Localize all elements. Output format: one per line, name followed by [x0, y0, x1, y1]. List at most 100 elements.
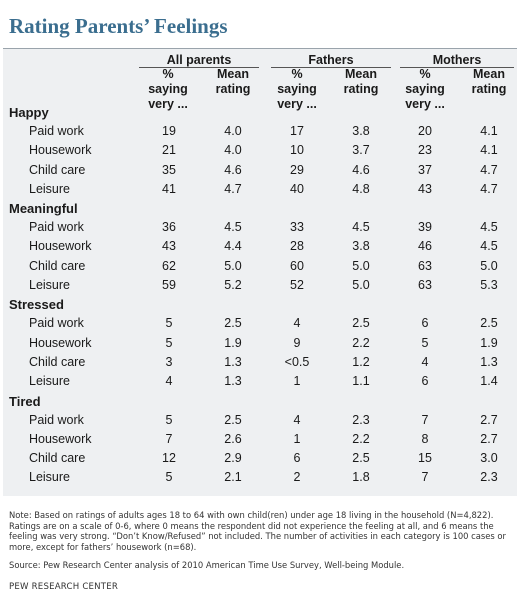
table-cell: 3.7: [352, 143, 370, 158]
table-row: Housework 43 4.4 28 3.8 46 4.5: [3, 237, 517, 256]
row-label: Paid work: [29, 124, 84, 138]
group-underline-mothers: [400, 67, 514, 68]
table-row: Leisure 4 1.3 1 1.1 6 1.4: [3, 372, 517, 391]
table-cell: 21: [162, 143, 176, 158]
table-cell: 3.8: [352, 124, 370, 138]
table-row: Paid work 36 4.5 33 4.5 39 4.5: [3, 218, 517, 237]
subheader-fathers-pct: % saying very ...: [277, 67, 317, 111]
table-cell: 2.7: [480, 412, 498, 427]
table-cell: 7: [421, 412, 429, 427]
section-heading: Meaningful: [9, 201, 78, 217]
table-cell: 1: [293, 431, 301, 446]
subheader-all-pct: % saying very ...: [148, 67, 188, 111]
table-cell: 4.1: [480, 124, 498, 138]
table-row: Paid work 5 2.5 4 2.5 6 2.5: [3, 314, 517, 333]
table-cell: 1.3: [224, 374, 242, 389]
row-label: Housework: [29, 335, 92, 350]
table-cell: 5: [421, 335, 429, 350]
subheader-mothers-pct: % saying very ...: [405, 67, 445, 111]
table-cell: 41: [162, 181, 176, 196]
table-cell: 36: [162, 220, 176, 235]
table-cell: 5: [165, 335, 173, 350]
table-cell: 2.5: [224, 412, 242, 427]
table-row: Paid work 19 4.0 17 3.8 20 4.1: [3, 122, 517, 141]
group-header-mothers: Mothers: [432, 53, 482, 67]
table-cell: 4.1: [480, 143, 498, 158]
table-cell: 23: [418, 143, 432, 158]
section-heading: Stressed: [9, 297, 64, 313]
table-cell: 3.8: [352, 239, 370, 254]
table-cell: 4: [293, 412, 301, 427]
table-cell: 5.2: [224, 278, 242, 293]
footer-credit: PEW RESEARCH CENTER: [9, 582, 119, 592]
subheader-fathers-mean: Mean rating: [343, 67, 379, 96]
table-cell: 59: [162, 278, 176, 293]
group-header-fathers: Fathers: [308, 53, 354, 67]
table-cell: 4: [165, 374, 173, 389]
row-label: Leisure: [29, 374, 70, 389]
page-title: Rating Parents’ Feelings: [9, 14, 228, 38]
table-cell: 63: [418, 258, 432, 273]
table-cell: 46: [418, 239, 432, 254]
table-cell: 4.4: [224, 239, 242, 254]
table-row: Child care 12 2.9 6 2.5 15 3.0: [3, 449, 517, 468]
table-cell: 7: [165, 431, 173, 446]
section-heading: Tired: [9, 393, 41, 409]
table-cell: 6: [421, 374, 429, 389]
row-label: Child care: [29, 162, 86, 177]
table-cell: 5.0: [352, 258, 370, 273]
table-cell: 37: [418, 162, 432, 177]
table-cell: 19: [162, 124, 176, 138]
group-header-all-parents: All parents: [166, 53, 232, 67]
table-cell: 17: [290, 124, 304, 138]
row-label: Paid work: [29, 316, 84, 331]
table-cell: 60: [290, 258, 304, 273]
table-cell: 2.7: [480, 431, 498, 446]
row-label: Child care: [29, 258, 86, 273]
table-cell: 5.0: [352, 278, 370, 293]
table-cell: 6: [421, 316, 429, 331]
table-cell: 4.7: [480, 181, 498, 196]
table-cell: 8: [421, 431, 429, 446]
table-cell: 4.6: [352, 162, 370, 177]
table-cell: 4: [293, 316, 301, 331]
table-row: Housework 21 4.0 10 3.7 23 4.1: [3, 141, 517, 160]
table-cell: 1.8: [352, 470, 370, 485]
table-cell: 4.7: [224, 181, 242, 196]
table-cell: 9: [293, 335, 301, 350]
table-cell: 43: [418, 181, 432, 196]
table-cell: 2.5: [352, 316, 370, 331]
table-cell: 5.0: [224, 258, 242, 273]
source-text: Source: Pew Research Center analysis of …: [9, 559, 405, 570]
table-cell: 4.8: [352, 181, 370, 196]
feelings-table: All parents Fathers Mothers % saying very …: [3, 48, 517, 496]
note-text: Note: Based on ratings of adults ages 18…: [9, 510, 506, 553]
row-label: Leisure: [29, 181, 70, 196]
table-cell: 62: [162, 258, 176, 273]
table-cell: 2: [293, 470, 301, 485]
table-cell: 2.3: [480, 470, 498, 485]
table-cell: 33: [290, 220, 304, 235]
table-cell: 4.5: [224, 220, 242, 235]
row-label: Housework: [29, 431, 92, 446]
table-cell: 40: [290, 181, 304, 196]
table-cell: 4.6: [224, 162, 242, 177]
table-row: Child care 35 4.6 29 4.6 37 4.7: [3, 161, 517, 180]
table-cell: 2.9: [224, 451, 242, 466]
table-cell: 10: [290, 143, 304, 158]
table-cell: 20: [418, 124, 432, 138]
section-heading: Happy: [9, 105, 49, 120]
table-body: Happy Paid work 19 4.0 17 3.8 20 4.1 Housework 21…: [3, 103, 517, 488]
table-cell: 39: [418, 220, 432, 235]
table-cell: 2.3: [352, 412, 370, 427]
table-row: Leisure 59 5.2 52 5.0 63 5.3: [3, 276, 517, 295]
table-cell: 28: [290, 239, 304, 254]
table-cell: 1.3: [480, 354, 498, 369]
table-cell: 1.9: [480, 335, 498, 350]
table-cell: 5.0: [480, 258, 498, 273]
table-cell: 1.9: [224, 335, 242, 350]
table-cell: 2.2: [352, 335, 370, 350]
table-cell: 3.0: [480, 451, 498, 466]
table-cell: 2.2: [352, 431, 370, 446]
